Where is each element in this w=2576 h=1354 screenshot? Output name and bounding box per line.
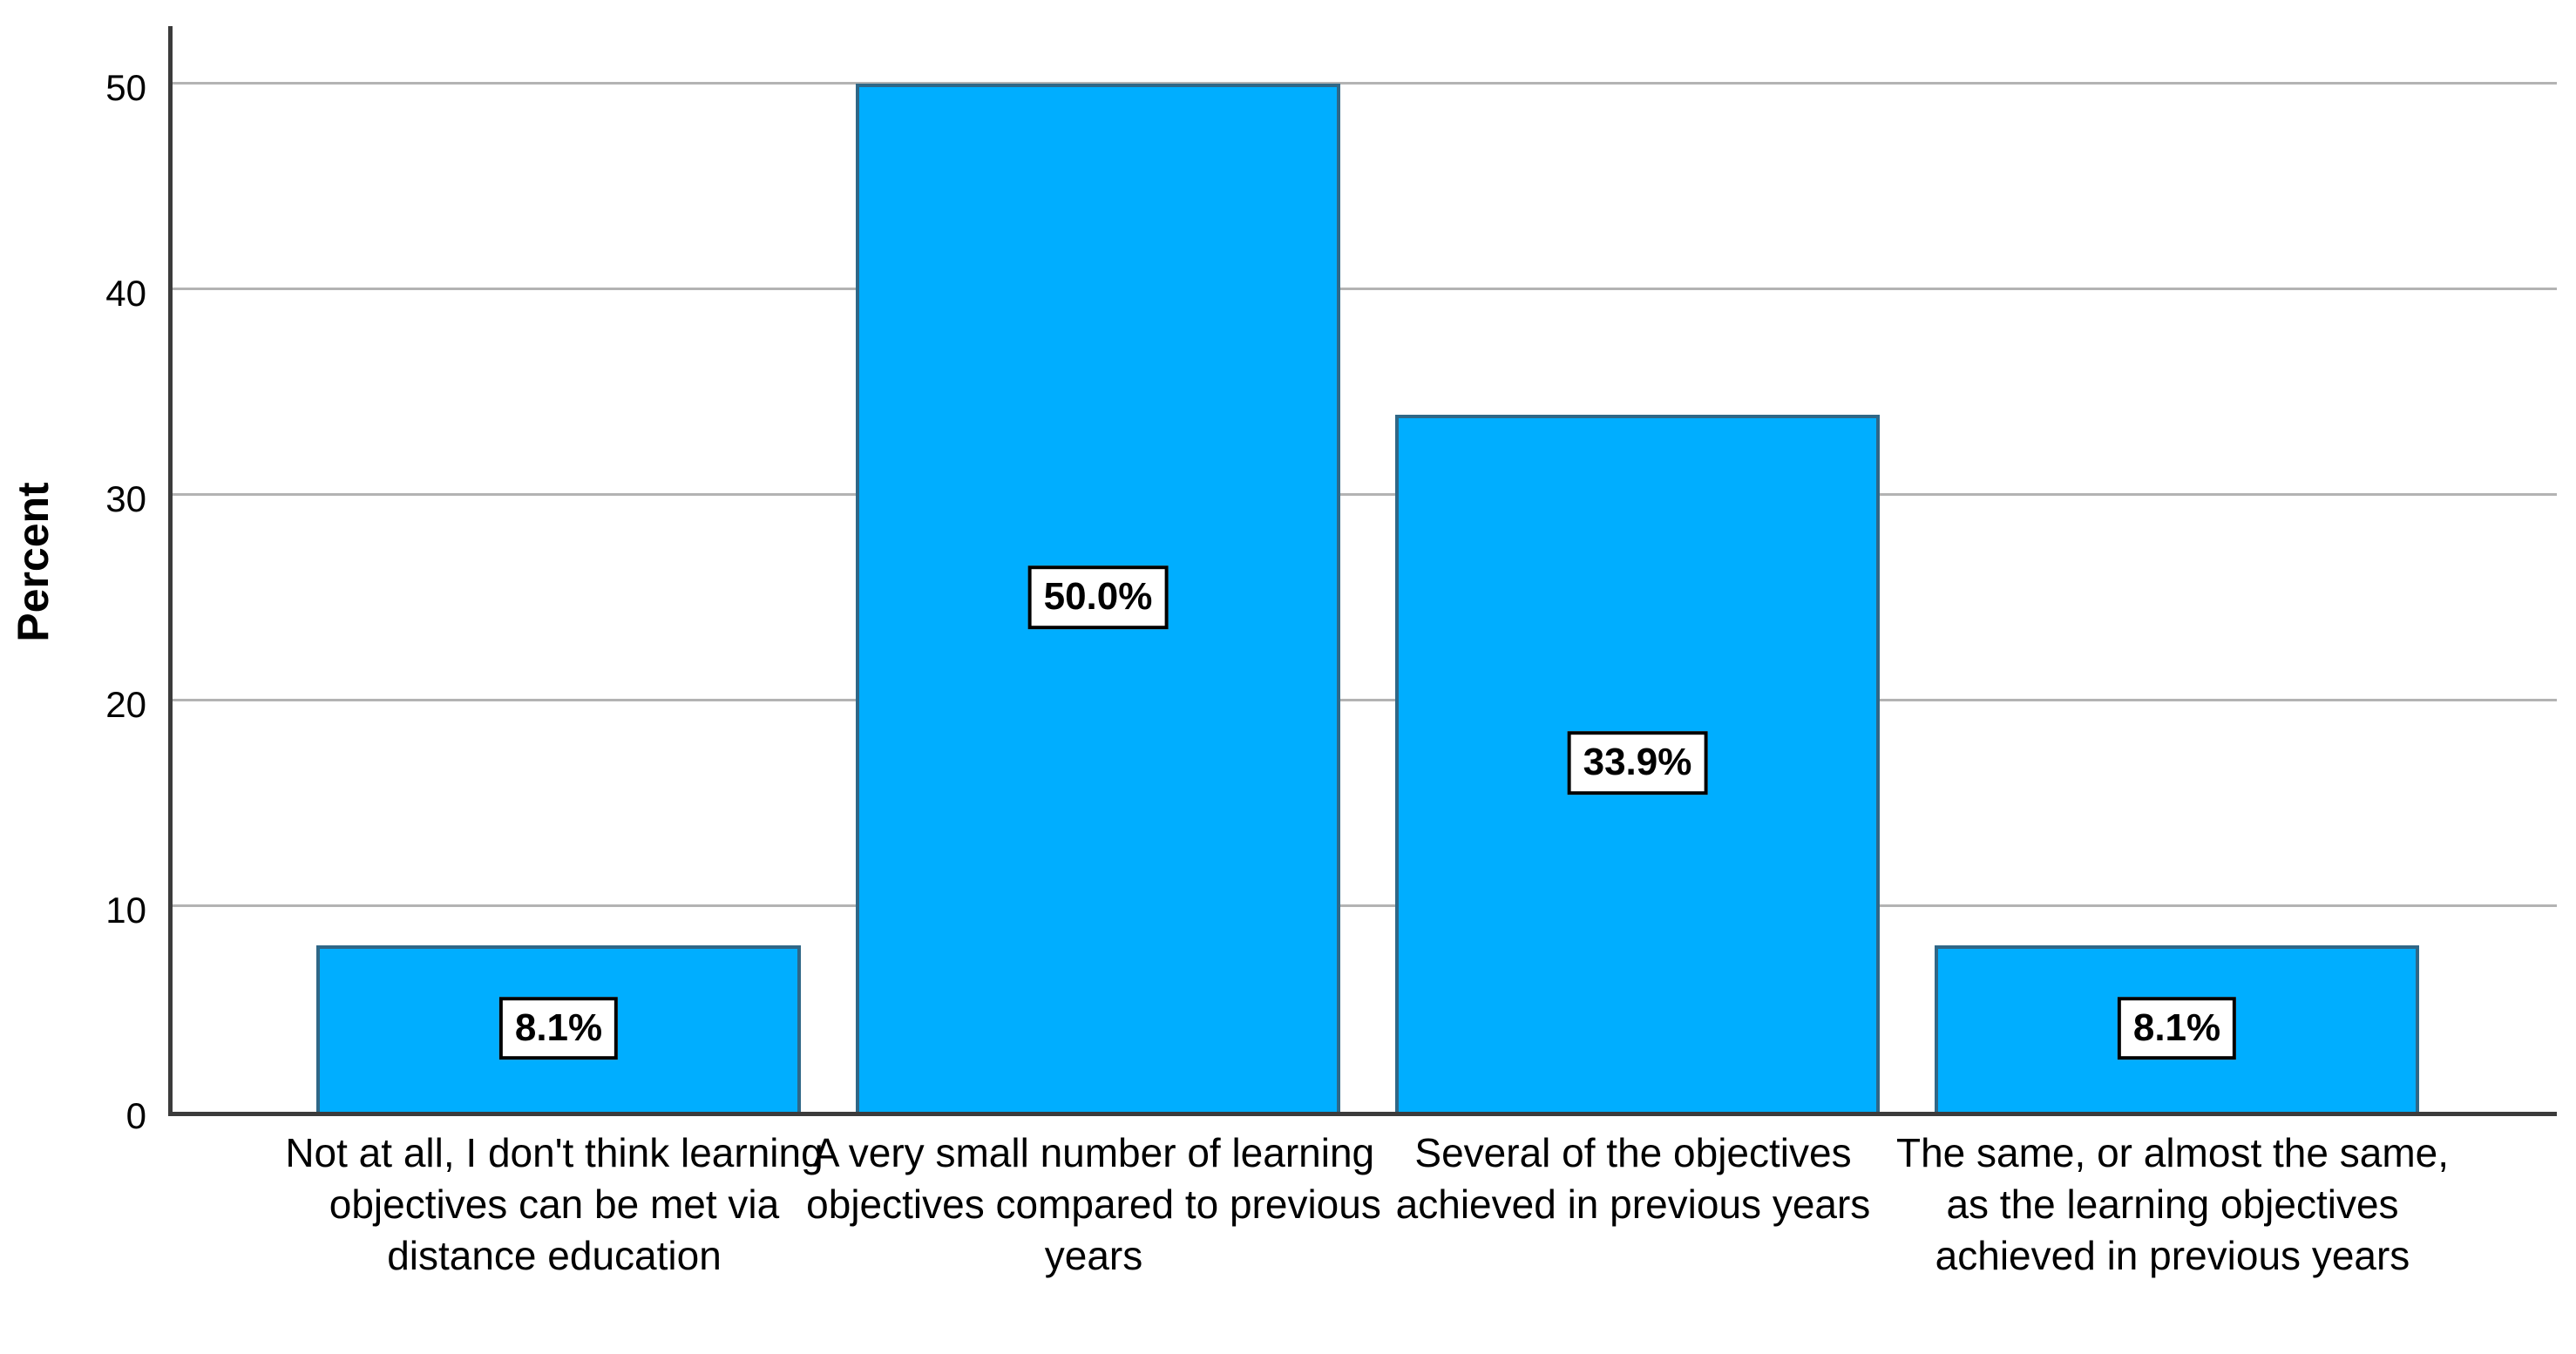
x-category-label-3: Several of the objectives achieved in pr… [1395, 1130, 1871, 1227]
y-tick-label-40: 40 [105, 272, 146, 314]
y-tick-label-20: 20 [105, 683, 146, 725]
gridline-50 [173, 82, 2557, 85]
x-category-label-2: A very small number of learning objectiv… [806, 1130, 1381, 1278]
x-category-label-4: The same, or almost the same, as the lea… [1895, 1130, 2450, 1278]
gridline-20 [173, 699, 2557, 702]
y-tick-label-50: 50 [105, 66, 146, 108]
gridline-10 [173, 904, 2557, 908]
bar-value-label-2: 50.0% [1027, 565, 1169, 630]
gridline-30 [173, 493, 2557, 497]
bar-value-label-1: 8.1% [498, 997, 619, 1060]
y-tick-label-0: 0 [125, 1095, 146, 1136]
y-tick-label-30: 30 [105, 477, 146, 519]
plot-area: 8.1% 50.0% 33.9% 8.1% [168, 26, 2557, 1116]
bar-value-label-3: 33.9% [1567, 731, 1708, 795]
y-tick-label-10: 10 [105, 889, 146, 931]
bar-value-label-4: 8.1% [2117, 997, 2237, 1060]
y-axis-tick-labels: 0 10 20 30 40 50 [0, 26, 146, 1134]
x-category-label-1: Not at all, I don't think learning objec… [285, 1130, 824, 1278]
gridline-40 [173, 288, 2557, 291]
